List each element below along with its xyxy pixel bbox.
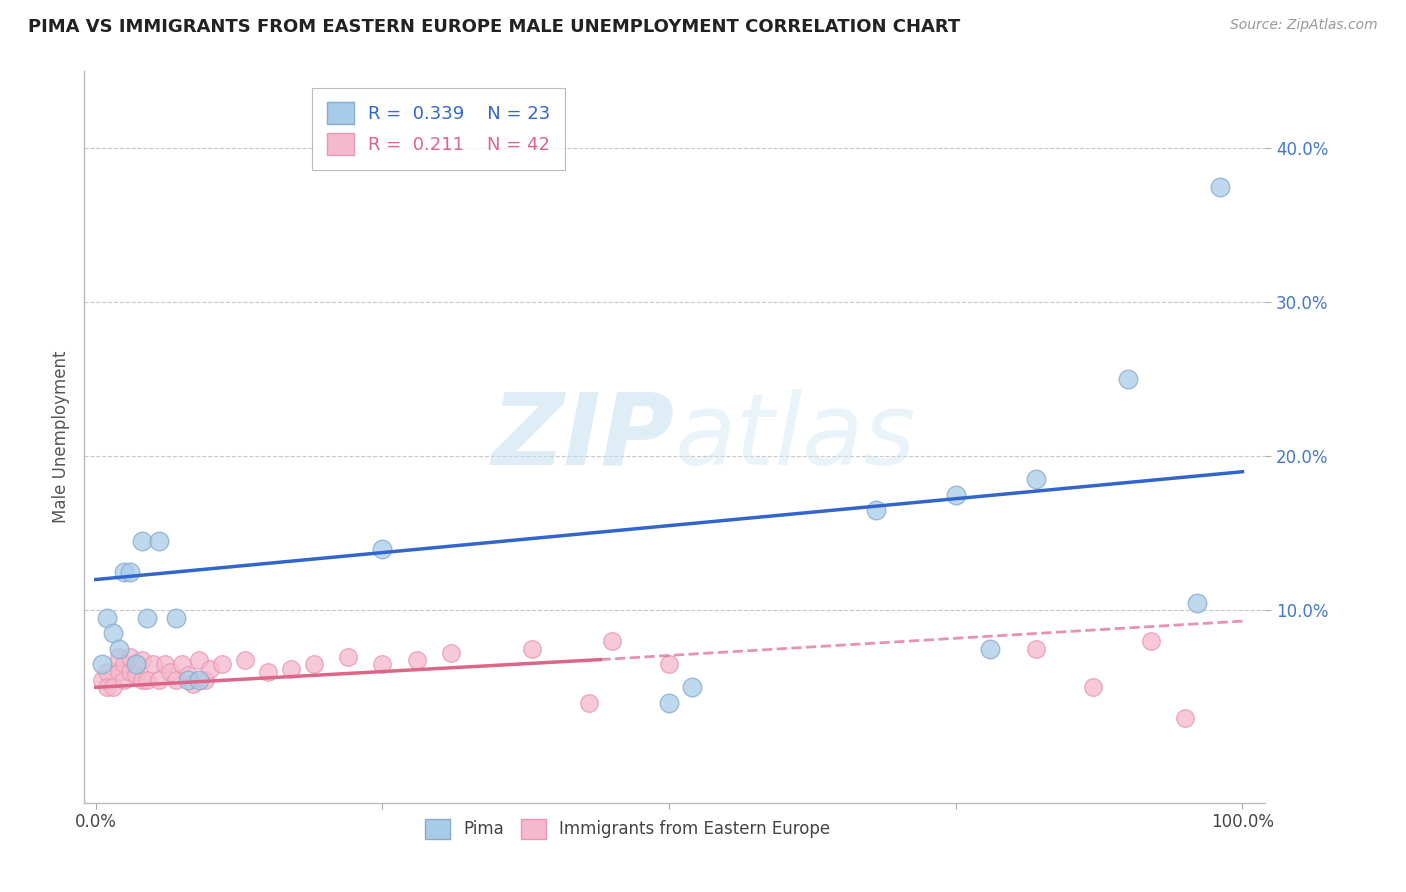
Point <box>188 652 211 666</box>
Point <box>120 649 142 664</box>
Point <box>131 652 153 666</box>
Point <box>101 681 124 695</box>
Point <box>371 541 394 556</box>
Point <box>1174 711 1197 725</box>
Point <box>96 681 118 695</box>
Point <box>114 673 136 687</box>
Text: PIMA VS IMMIGRANTS FROM EASTERN EUROPE MALE UNEMPLOYMENT CORRELATION CHART: PIMA VS IMMIGRANTS FROM EASTERN EUROPE M… <box>28 18 960 36</box>
Point <box>211 657 233 672</box>
Point <box>658 657 681 672</box>
Point <box>194 673 217 687</box>
Point <box>520 641 543 656</box>
Point <box>96 665 118 679</box>
Point <box>131 534 153 549</box>
Text: atlas: atlas <box>675 389 917 485</box>
Point <box>136 673 159 687</box>
Point <box>165 611 187 625</box>
Point <box>1139 634 1161 648</box>
Point <box>1208 179 1230 194</box>
Point <box>90 657 112 672</box>
Point <box>337 649 360 664</box>
Point <box>90 673 112 687</box>
Point <box>233 652 256 666</box>
Point <box>136 611 159 625</box>
Text: Source: ZipAtlas.com: Source: ZipAtlas.com <box>1230 18 1378 32</box>
Point <box>148 534 170 549</box>
Legend: Pima, Immigrants from Eastern Europe: Pima, Immigrants from Eastern Europe <box>419 812 837 846</box>
Point <box>406 652 429 666</box>
Point <box>1185 596 1208 610</box>
Text: ZIP: ZIP <box>492 389 675 485</box>
Point <box>302 657 325 672</box>
Point <box>865 503 887 517</box>
Point <box>120 565 142 579</box>
Point <box>153 657 176 672</box>
Point <box>1025 641 1047 656</box>
Point <box>1116 372 1139 386</box>
Point <box>114 657 136 672</box>
Point <box>120 665 142 679</box>
Point <box>131 673 153 687</box>
Point <box>600 634 623 648</box>
Point <box>280 662 302 676</box>
Y-axis label: Male Unemployment: Male Unemployment <box>52 351 70 524</box>
Point <box>159 665 181 679</box>
Point <box>101 626 124 640</box>
Point <box>107 649 129 664</box>
Point <box>181 677 204 691</box>
Point <box>681 681 703 695</box>
Point <box>979 641 1001 656</box>
Point <box>114 565 136 579</box>
Point <box>440 647 463 661</box>
Point <box>256 665 278 679</box>
Point <box>125 657 148 672</box>
Point <box>96 611 118 625</box>
Point <box>125 668 148 682</box>
Point <box>170 657 193 672</box>
Point <box>200 662 222 676</box>
Point <box>176 673 198 687</box>
Point <box>658 696 681 710</box>
Point <box>107 665 129 679</box>
Point <box>1025 472 1047 486</box>
Point <box>945 488 967 502</box>
Point <box>371 657 394 672</box>
Point <box>176 668 198 682</box>
Point <box>1083 681 1105 695</box>
Point <box>578 696 600 710</box>
Point <box>165 673 187 687</box>
Point <box>188 673 211 687</box>
Point <box>142 657 165 672</box>
Point <box>148 673 170 687</box>
Point <box>107 641 129 656</box>
